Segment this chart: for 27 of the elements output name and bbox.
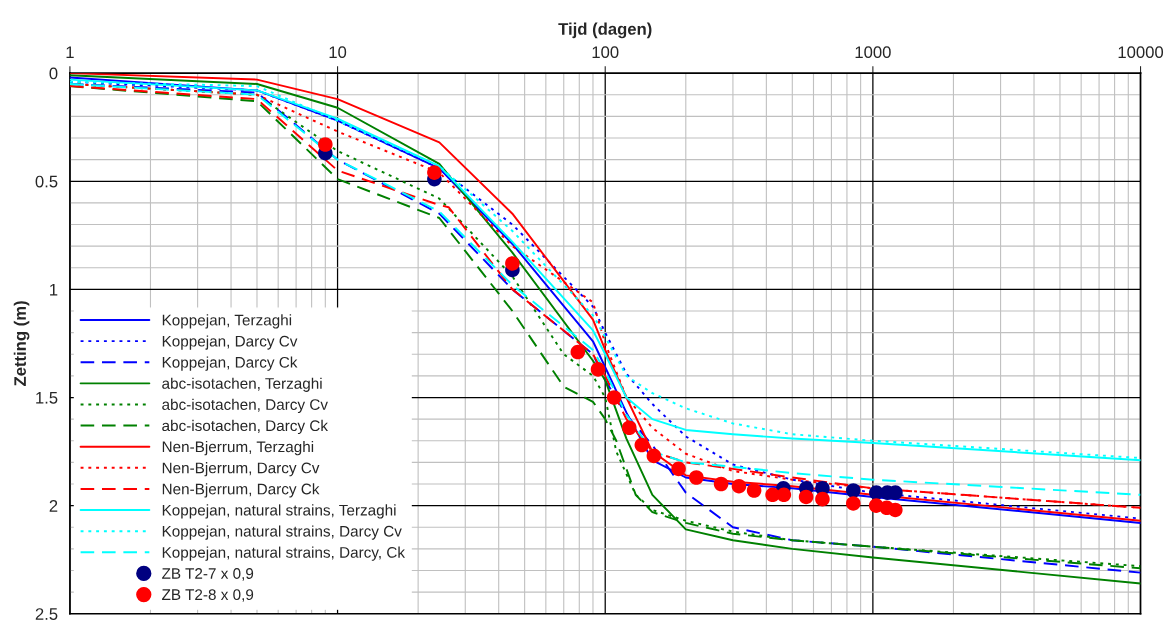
legend-label: Nen-Bjerrum, Darcy Cv [162, 462, 320, 477]
legend-label: abc-isotachen, Darcy Ck [162, 419, 329, 435]
x-tick-label: 10000 [1118, 46, 1164, 59]
x-tick-label: 1000 [855, 46, 891, 59]
y-tick-label: 2.5 [35, 608, 58, 620]
legend-label: Koppejan, Terzaghi [162, 314, 292, 329]
legend-label: Koppejan, Darcy Ck [162, 356, 298, 371]
y-tick-label: 1.5 [36, 392, 58, 404]
x-axis-title: Tijd (dagen) [558, 22, 652, 39]
y-tick-label: 2 [49, 500, 58, 512]
legend-label: abc-isotachen, Darcy Cv [162, 398, 328, 413]
legend-label: Koppejan, natural strains, Darcy, Ck [162, 546, 406, 561]
y-tick-label: 1 [50, 283, 58, 296]
y-tick-label: 0 [49, 67, 58, 80]
legend-label: Koppejan, natural strains, Darcy Cv [162, 525, 402, 540]
y-axis-title: Zetting (m) [13, 301, 30, 386]
x-tick-label: 100 [592, 46, 619, 59]
legend-label: Koppejan, Darcy Cv [162, 335, 298, 350]
x-tick-label: 10 [329, 46, 347, 59]
legend-label: ZB T2-7 x 0,9 [162, 568, 254, 581]
legend-label: Nen-Bjerrum, Terzaghi [162, 440, 314, 456]
legend-label: ZB T2-8 x 0,9 [162, 589, 254, 602]
y-tick-label: 0.5 [35, 175, 58, 188]
legend-label: abc-isotachen, Terzaghi [162, 377, 322, 392]
x-tick-label: 1 [66, 46, 74, 58]
legend-label: Koppejan, natural strains, Terzaghi [162, 504, 396, 519]
legend-label: Nen-Bjerrum, Darcy Ck [162, 483, 320, 498]
